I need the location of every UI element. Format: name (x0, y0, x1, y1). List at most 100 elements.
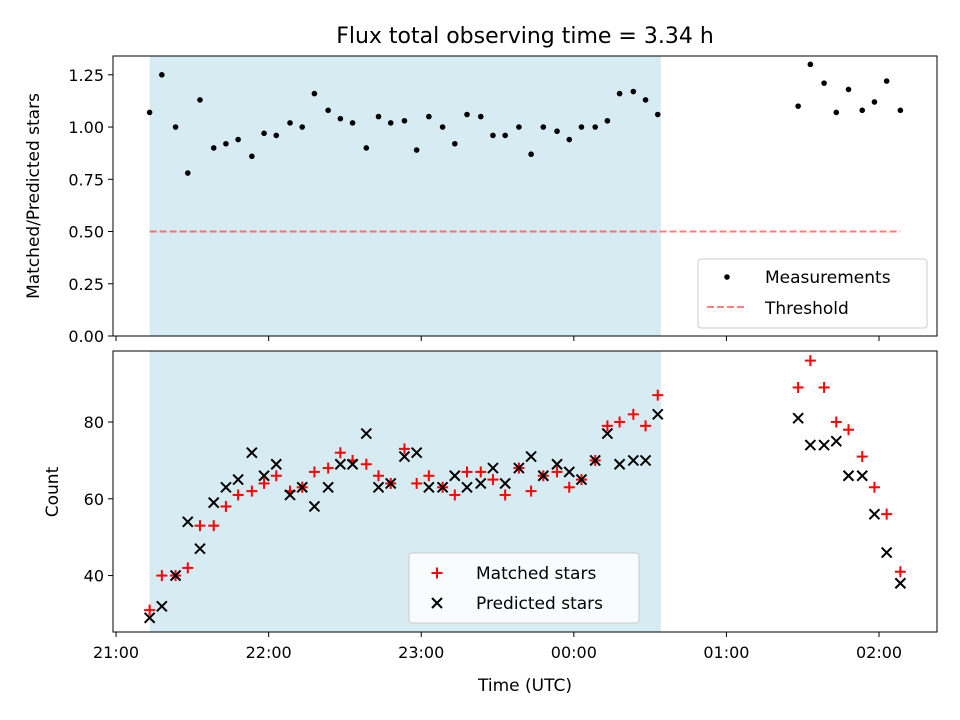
predicted-star-point (537, 470, 550, 482)
measurement-point (452, 140, 458, 147)
matched-star-point (830, 416, 842, 428)
matched-star-point (627, 408, 639, 420)
measurement-point (871, 99, 878, 105)
top-y-tick-label: 0.50 (68, 223, 104, 242)
x-tick-label: 21:00 (93, 643, 139, 662)
matched-star-point (360, 458, 372, 470)
measurement-point (172, 124, 179, 130)
matched-star-point (258, 477, 270, 489)
legend-measurements-marker (724, 274, 730, 280)
measurement-point (566, 136, 573, 143)
predicted-star-point (499, 477, 511, 490)
measurement-point (210, 145, 217, 151)
x-axis-label: Time (UTC) (477, 676, 572, 696)
predicted-star-point (436, 481, 449, 493)
top-panel: 0.00 0.25 0.50 0.75 1.00 1.25 Matched/Predict… (24, 55, 938, 346)
measurement-point (184, 170, 191, 176)
predicted-star-point (322, 481, 334, 493)
measurement-point (273, 132, 280, 139)
measurement-point (287, 120, 293, 126)
measurement-point (845, 86, 852, 93)
predicted-star-point (372, 481, 385, 493)
matched-star-point (881, 508, 893, 520)
top-y-tick-label: 1.00 (68, 118, 104, 137)
predicted-star-point (652, 408, 664, 421)
matched-star-point (601, 420, 613, 432)
legend-predicted-label: Predicted stars (476, 594, 603, 614)
matched-star-point (792, 381, 804, 393)
predicted-star-point (575, 473, 588, 486)
measurement-point (807, 61, 814, 68)
measurement-point (261, 130, 267, 137)
legend-predicted-glyph (431, 597, 443, 609)
predicted-star-point (589, 454, 601, 467)
measurement-point (249, 153, 255, 160)
predicted-star-point (513, 462, 525, 474)
measurement-point (401, 117, 408, 124)
bottom-y-tick-label: 60 (84, 490, 104, 509)
matched-star-point (246, 485, 258, 497)
measurement-point (630, 88, 637, 95)
measurement-point (540, 124, 547, 130)
predicted-star-point (792, 412, 804, 424)
predicted-star-point (385, 477, 397, 490)
top-legend: Measurements Threshold (697, 258, 928, 329)
matched-star-point (499, 489, 511, 501)
matched-star-point (322, 462, 334, 474)
predicted-star-point (208, 496, 220, 509)
predicted-star-point (818, 439, 830, 451)
measurement-point (197, 97, 203, 103)
x-tick-label: 23:00 (398, 643, 444, 662)
predicted-star-point (258, 470, 270, 482)
legend-matched-marker (431, 567, 443, 579)
matched-star-point (804, 355, 816, 367)
legend-predicted-marker (431, 597, 443, 609)
matched-star-point (398, 443, 410, 455)
measurement-point (387, 120, 394, 126)
predicted-star-point (563, 466, 575, 478)
predicted-star-point (423, 481, 435, 493)
predicted-star-point (830, 435, 842, 447)
predicted-star-point (880, 546, 893, 559)
top-y-tick-label: 0.75 (68, 170, 104, 189)
predicted-star-point (842, 470, 855, 482)
measurement-point (375, 113, 382, 120)
measurement-point (349, 120, 356, 126)
measurement-point (299, 124, 306, 130)
bottom-y-tick-label: 40 (84, 567, 104, 586)
predicted-star-point (220, 481, 232, 493)
matched-star-point (894, 566, 906, 578)
matched-star-point (551, 466, 563, 478)
bottom-y-tick-label: 80 (84, 413, 104, 432)
predicted-star-point (308, 500, 321, 513)
measurement-point (833, 109, 840, 116)
matched-star-point (411, 477, 423, 489)
x-tick-label: 22:00 (246, 643, 292, 662)
matched-star-point (208, 520, 220, 532)
measurement-point (477, 113, 484, 120)
top-y-tick-label: 1.25 (68, 66, 104, 85)
predicted-star-point (194, 542, 206, 555)
predicted-star-point (613, 458, 626, 470)
predicted-star-point (525, 450, 537, 463)
matched-star-point (614, 416, 626, 428)
measurement-point (554, 128, 560, 135)
predicted-star-point (169, 569, 182, 582)
bottom-legend-box (408, 552, 640, 624)
matched-star-point (563, 481, 575, 493)
predicted-star-point (270, 458, 282, 470)
matched-star-point (308, 466, 320, 478)
predicted-star-point (639, 454, 652, 467)
figure-title: Flux total observing time = 3.34 h (336, 24, 714, 49)
measurement-point (439, 124, 446, 130)
predicted-star-point (246, 447, 258, 459)
matched-star-point (182, 562, 194, 574)
x-tick-label: 00:00 (551, 643, 597, 662)
measurement-point (859, 107, 866, 114)
measurement-point (159, 72, 165, 78)
measurement-point (337, 115, 344, 122)
x-tick-label: 02:00 (856, 643, 902, 662)
matched-star-point (270, 470, 282, 482)
top-y-tick-label: 0.00 (68, 327, 104, 346)
predicted-star-point (410, 447, 423, 459)
